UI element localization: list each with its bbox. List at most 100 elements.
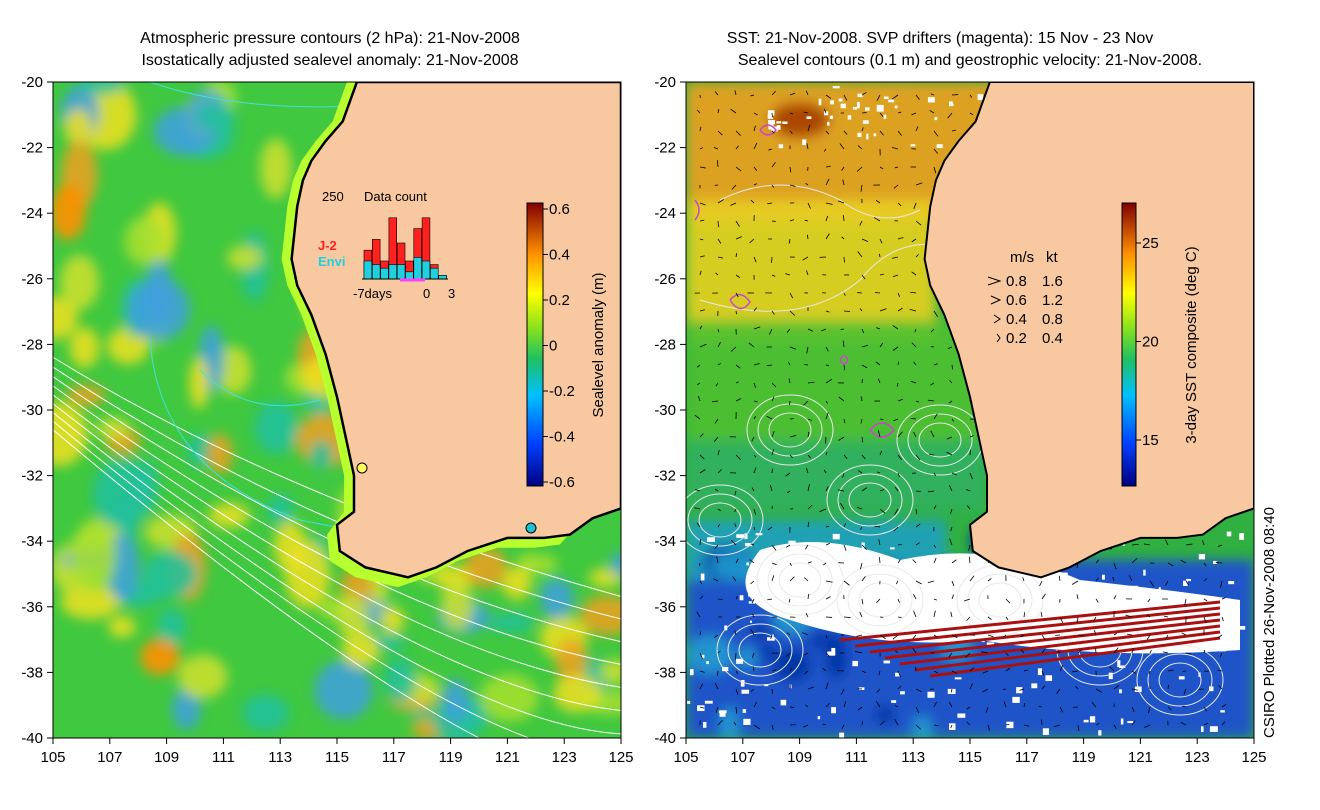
left-y-axis: -20 -22 -24 -26 -28 -30 -32 -34 -36 -38 -40 — [21, 74, 53, 747]
inset-bar-envi — [430, 267, 439, 280]
velocity-header-ms: m/s — [1010, 249, 1034, 266]
sst-colorbar-tick-label: 25 — [1142, 235, 1159, 252]
velocity-legend: m/s kt 0.8 1.6 0.6 1.2 0.4 0.8 0.2 0.4 — [987, 249, 1063, 347]
right-x-tick-label: 119 — [1072, 749, 1096, 766]
velocity-row-kt: 0.8 — [1042, 311, 1063, 328]
inset-bar-envi — [380, 267, 389, 280]
inset-bar-envi — [363, 260, 373, 280]
left-x-tick-label: 123 — [552, 749, 577, 766]
inset-title: Data count — [364, 189, 427, 204]
sla-colorbar-tick-label: -0.4 — [549, 429, 575, 446]
left-y-tick-label: -22 — [21, 140, 43, 157]
sla-colorbar-tick-label: 0.6 — [549, 201, 570, 218]
sla-colorbar-tick-label: 0.4 — [549, 247, 570, 264]
sla-colorbar-tick-label: 0 — [549, 338, 557, 355]
tide-gauge-marker-1 — [356, 462, 368, 474]
inset-series-j2: J-2 — [318, 238, 337, 253]
right-x-tick-label: 109 — [787, 749, 812, 766]
sla-colorbar-tick-label: 0.2 — [549, 292, 570, 309]
right-x-tick-label: 123 — [1185, 749, 1210, 766]
left-x-tick-label: 119 — [439, 749, 463, 766]
left-y-tick-label: -40 — [21, 730, 43, 747]
left-y-tick-label: -24 — [21, 205, 43, 222]
credit-text: CSIRO Plotted 26-Nov-2008 08:40 — [1261, 507, 1278, 738]
inset-xlabel-zero: 0 — [423, 286, 430, 301]
right-y-tick-label: -22 — [654, 140, 676, 157]
left-x-tick-label: 113 — [268, 749, 292, 766]
sst-colorbar-tick-label: 15 — [1142, 432, 1159, 449]
inset-bar-envi — [421, 260, 431, 280]
velocity-row-ms: 0.4 — [1006, 311, 1027, 328]
left-y-tick-label: -34 — [21, 533, 43, 550]
inset-xlabel-end: 3 — [448, 286, 455, 301]
left-title-line1: Atmospheric pressure contours (2 hPa): 2… — [140, 30, 520, 47]
left-y-tick-label: -32 — [21, 468, 43, 485]
right-sst-map — [686, 82, 1254, 738]
right-y-tick-label: -38 — [654, 664, 676, 681]
sla-colorbar: 0.6 0.4 0.2 0 -0.2 -0.4 -0.6 Sealevel anomaly … — [526, 201, 607, 491]
inset-bar-envi — [413, 257, 422, 280]
left-title-line2: Isostatically adjusted sealevel anomaly:… — [141, 52, 519, 69]
velocity-row-kt: 1.2 — [1042, 292, 1063, 309]
right-y-axis: -20 -22 -24 -26 -28 -30 -32 -34 -36 -38 -40 — [654, 74, 686, 747]
left-y-tick-label: -20 — [21, 74, 43, 91]
right-x-tick-label: 107 — [730, 749, 755, 766]
velocity-row-ms: 0.6 — [1006, 292, 1027, 309]
inset-xlabel-start: -7days — [353, 286, 393, 301]
tide-gauge-marker-2 — [525, 522, 537, 534]
left-x-tick-label: 117 — [382, 749, 406, 766]
left-x-tick-label: 115 — [325, 749, 349, 766]
right-y-tick-label: -32 — [654, 468, 676, 485]
right-y-tick-label: -28 — [654, 336, 676, 353]
left-x-tick-label: 107 — [97, 749, 122, 766]
velocity-row-kt: 0.4 — [1042, 330, 1063, 347]
left-x-tick-label: 105 — [40, 749, 65, 766]
left-y-tick-label: -30 — [21, 402, 43, 419]
right-x-tick-label: 121 — [1128, 749, 1153, 766]
left-sla-map — [53, 82, 621, 738]
right-y-tick-label: -24 — [654, 205, 676, 222]
left-x-axis: 105 107 109 111 113 115 117 119 121 123 125 — [40, 738, 634, 766]
left-y-tick-label: -26 — [21, 271, 43, 288]
inset-bar-envi — [396, 264, 406, 280]
inset-bar-envi — [438, 275, 447, 280]
data-count-inset: 250 Data count J-2 Envi -7days 0 3 — [318, 189, 455, 301]
right-x-tick-label: 117 — [1015, 749, 1039, 766]
sla-colorbar-tick-label: -0.2 — [549, 383, 575, 400]
right-y-tick-label: -30 — [654, 402, 676, 419]
inset-series-envi: Envi — [318, 254, 345, 269]
sla-colorbar-tick-label: -0.6 — [549, 474, 575, 491]
velocity-header-kt: kt — [1046, 249, 1059, 266]
sst-colorbar-label: 3-day SST composite (deg C) — [1183, 246, 1200, 443]
right-x-tick-label: 111 — [845, 749, 868, 766]
left-y-tick-label: -28 — [21, 336, 43, 353]
left-y-tick-label: -38 — [21, 664, 43, 681]
left-x-tick-label: 125 — [608, 749, 633, 766]
inset-scale-label: 250 — [322, 189, 344, 204]
right-title-line2: Sealevel contours (0.1 m) and geostrophi… — [737, 52, 1203, 69]
right-x-tick-label: 113 — [901, 749, 925, 766]
left-x-tick-label: 109 — [154, 749, 179, 766]
velocity-row-kt: 1.6 — [1042, 273, 1063, 290]
right-x-axis: 105 107 109 111 113 115 117 119 121 123 125 — [673, 738, 1267, 766]
left-x-tick-label: 121 — [495, 749, 520, 766]
right-y-tick-label: -20 — [654, 74, 676, 91]
right-y-tick-label: -40 — [654, 730, 676, 747]
right-title-line1: SST: 21-Nov-2008. SVP drifters (magenta)… — [726, 30, 1154, 47]
sla-colorbar-label: Sealevel anomaly (m) — [590, 272, 607, 417]
right-x-tick-label: 105 — [673, 749, 698, 766]
right-x-tick-label: 115 — [958, 749, 982, 766]
velocity-row-ms: 0.2 — [1006, 330, 1027, 347]
sst-colorbar-tick-label: 20 — [1142, 334, 1159, 351]
left-x-tick-label: 111 — [212, 749, 235, 766]
inset-bar-envi — [405, 271, 414, 280]
left-y-tick-label: -36 — [21, 599, 43, 616]
right-y-tick-label: -34 — [654, 533, 676, 550]
right-x-tick-label: 125 — [1241, 749, 1266, 766]
inset-bar-envi — [388, 264, 397, 280]
right-y-tick-label: -36 — [654, 599, 676, 616]
velocity-row-ms: 0.8 — [1006, 273, 1027, 290]
right-y-tick-label: -26 — [654, 271, 676, 288]
sst-colorbar: 25 20 15 3-day SST composite (deg C) — [1121, 202, 1200, 487]
